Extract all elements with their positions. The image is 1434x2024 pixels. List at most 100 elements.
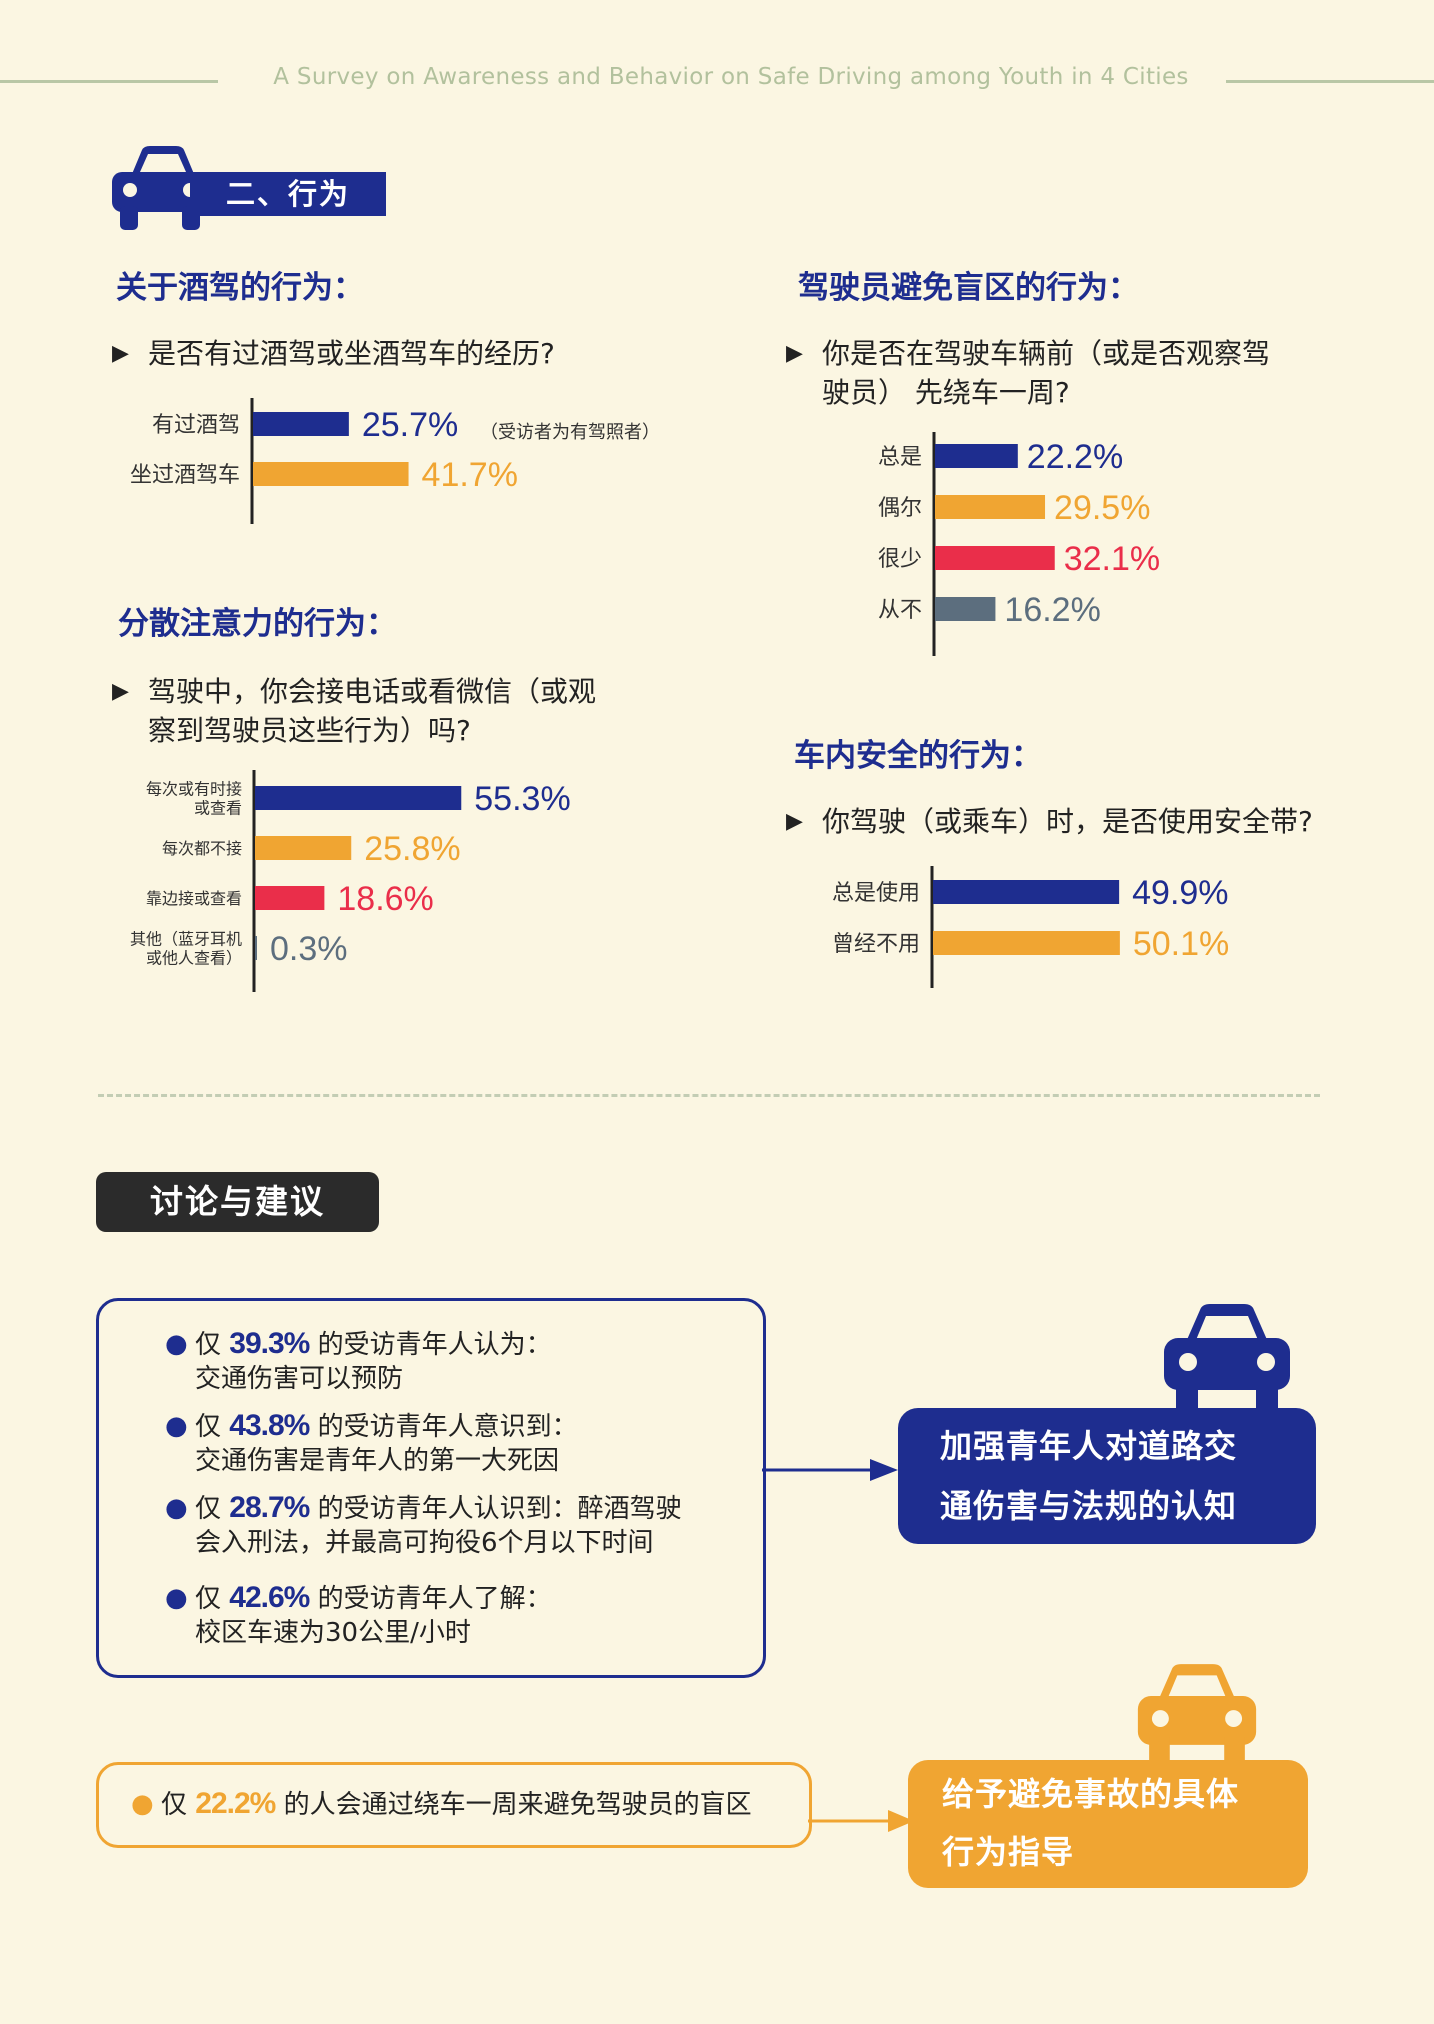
triangle-icon: ▶: [112, 341, 129, 366]
drunk-bar: [253, 462, 409, 486]
distract-category-label: 每次或有时接: [146, 779, 242, 798]
blind-chart-svg: 22.2% 总是 29.5% 偶尔 32.1% 很少 16.2% 从不: [878, 432, 1160, 656]
finding-1-pct: 39.3%: [229, 1327, 310, 1360]
finding-2-pct: 43.8%: [229, 1409, 310, 1442]
finding-5-pre: 仅: [161, 1790, 188, 1820]
belt-category-label: 总是使用: [832, 881, 920, 906]
conclusion-box-2: 给予避免事故的具体 行为指导: [908, 1760, 1308, 1888]
distract-chart: 55.3% 每次或有时接 或查看 25.8% 每次都不接 18.6% 靠边接或查看 0.3% 其…: [100, 770, 660, 992]
belt-chart-svg: 49.9% 总是使用 50.1% 曾经不用: [832, 866, 1229, 988]
blind-value-label: 29.5%: [1054, 489, 1150, 527]
triangle-icon: ▶: [786, 809, 803, 834]
distract-category-label: 其他（蓝牙耳机: [130, 929, 242, 948]
conclusion-1-line1: 加强青年人对道路交: [940, 1427, 1238, 1465]
header-title: A Survey on Awareness and Behavior on Sa…: [273, 64, 1189, 90]
blind-bar: [935, 495, 1046, 519]
belt-question-text: 你驾驶（或乘车）时，是否使用安全带?: [822, 805, 1313, 838]
finding-3-post: 的受访青年人认识到：醉酒驾驶: [317, 1494, 682, 1524]
conclusion-2-line1: 给予避免事故的具体: [942, 1775, 1240, 1813]
car-icon: [1137, 1664, 1257, 1762]
finding-5-post: 的人会通过绕车一周来避免驾驶员的盲区: [283, 1790, 752, 1820]
finding-1-pre: 仅: [195, 1330, 222, 1360]
finding-4-line2: 校区车速为30公里/小时: [195, 1618, 471, 1648]
finding-3-line2: 会入刑法，并最高可拘役6个月以下时间: [195, 1528, 654, 1558]
finding-box-2: ● 仅 22.2% 的人会通过绕车一周来避免驾驶员的盲区: [96, 1762, 812, 1848]
finding-3: ● 仅 28.7% 的受访青年人认识到：醉酒驾驶 会入刑法，并最高可拘役6个月以…: [165, 1491, 682, 1560]
section-label: 二、行为: [226, 177, 351, 211]
conclusion-1-line2: 通伤害与法规的认知: [940, 1487, 1238, 1525]
belt-category-label: 曾经不用: [832, 932, 920, 957]
drunk-value-label: 25.7%: [362, 406, 458, 444]
finding-1: ● 仅 39.3% 的受访青年人认为： 交通伤害可以预防: [165, 1327, 552, 1396]
bullet-icon: ●: [165, 1329, 188, 1359]
distract-bar: [255, 886, 325, 910]
belt-question: ▶ 你驾驶（或乘车）时，是否使用安全带?: [786, 802, 1386, 841]
blind-question-line2: 驶员） 先绕车一周?: [822, 376, 1070, 409]
belt-heading: 车内安全的行为：: [794, 738, 1042, 774]
distract-value-label: 0.3%: [270, 930, 348, 968]
belt-bar: [933, 931, 1120, 955]
conclusion-box-1: 加强青年人对道路交 通伤害与法规的认知: [898, 1408, 1316, 1544]
arrow-right-icon: [762, 1459, 898, 1481]
header-rule-right: [1226, 80, 1434, 83]
finding-4: ● 仅 42.6% 的受访青年人了解： 校区车速为30公里/小时: [165, 1581, 552, 1650]
findings-box: ● 仅 39.3% 的受访青年人认为： 交通伤害可以预防 ● 仅 43.8% 的…: [96, 1298, 766, 1678]
drunk-question: ▶ 是否有过酒驾或坐酒驾车的经历?: [112, 334, 632, 373]
car-icon: [1164, 1304, 1290, 1408]
belt-chart: 49.9% 总是使用 50.1% 曾经不用: [780, 866, 1340, 988]
finding-4-pct: 42.6%: [229, 1581, 310, 1614]
drunk-question-text: 是否有过酒驾或坐酒驾车的经历?: [148, 337, 555, 370]
discussion-badge: 讨论与建议: [96, 1172, 379, 1232]
finding-2-post: 的受访青年人意识到：: [317, 1412, 578, 1442]
bullet-icon: ●: [165, 1583, 188, 1613]
section-badge: 二、行为: [110, 144, 386, 232]
triangle-icon: ▶: [786, 341, 803, 366]
finding-4-post: 的受访青年人了解：: [317, 1584, 552, 1614]
blind-bar: [935, 444, 1018, 468]
finding-5: ● 仅 22.2% 的人会通过绕车一周来避免驾驶员的盲区: [131, 1787, 752, 1822]
distract-question: ▶ 驾驶中，你会接电话或看微信（或观 察到驾驶员这些行为）吗?: [112, 672, 672, 750]
drunk-category-label: 有过酒驾: [152, 413, 240, 438]
drunk-value-label: 41.7%: [422, 456, 518, 494]
finding-1-post: 的受访青年人认为：: [317, 1330, 552, 1360]
blind-question-line1: 你是否在驾驶车辆前（或是否观察驾: [822, 337, 1271, 370]
distract-category-label: 或查看: [194, 798, 242, 817]
blind-value-label: 16.2%: [1004, 591, 1100, 629]
blind-category-label: 总是: [878, 445, 922, 470]
belt-value-label: 50.1%: [1133, 925, 1229, 963]
finding-2-line2: 交通伤害是青年人的第一大死因: [195, 1446, 560, 1476]
section-bar: [190, 172, 386, 216]
finding-3-pct: 28.7%: [229, 1491, 310, 1524]
drunk-bar: [253, 412, 349, 436]
bullet-icon: ●: [165, 1493, 188, 1523]
arrow-right-icon: [808, 1810, 914, 1832]
finding-4-pre: 仅: [195, 1584, 222, 1614]
distract-category-label: 靠边接或查看: [146, 889, 242, 908]
drunk-chart-svg: 25.7% 有过酒驾 41.7% 坐过酒驾车: [130, 398, 518, 524]
distract-bar: [255, 936, 257, 960]
distract-question-line2: 察到驾驶员这些行为）吗?: [148, 714, 471, 747]
finding-3-pre: 仅: [195, 1494, 222, 1524]
bullet-icon: ●: [131, 1789, 154, 1819]
finding-1-line2: 交通伤害可以预防: [195, 1364, 404, 1394]
blind-chart: 22.2% 总是 29.5% 偶尔 32.1% 很少 16.2% 从不: [780, 432, 1340, 656]
blind-category-label: 从不: [878, 598, 922, 623]
belt-bar: [933, 880, 1120, 904]
distract-category-label: 每次都不接: [162, 839, 242, 858]
distract-bar: [255, 836, 352, 860]
distract-category-label: 或他人查看）: [146, 948, 242, 967]
drunk-chart: 25.7% 有过酒驾 41.7% 坐过酒驾车: [100, 398, 700, 524]
triangle-icon: ▶: [112, 679, 129, 704]
finding-2-pre: 仅: [195, 1412, 222, 1442]
finding-2: ● 仅 43.8% 的受访青年人意识到： 交通伤害是青年人的第一大死因: [165, 1409, 578, 1478]
distract-heading: 分散注意力的行为：: [118, 606, 397, 642]
belt-value-label: 49.9%: [1132, 874, 1228, 912]
distract-question-line1: 驾驶中，你会接电话或看微信（或观: [148, 675, 597, 708]
bullet-icon: ●: [165, 1411, 188, 1441]
drunk-note: （受访者为有驾照者）: [480, 422, 660, 443]
distract-value-label: 55.3%: [474, 780, 570, 818]
blind-value-label: 32.1%: [1064, 540, 1160, 578]
drunk-category-label: 坐过酒驾车: [130, 463, 240, 488]
car-icon: [112, 146, 208, 230]
